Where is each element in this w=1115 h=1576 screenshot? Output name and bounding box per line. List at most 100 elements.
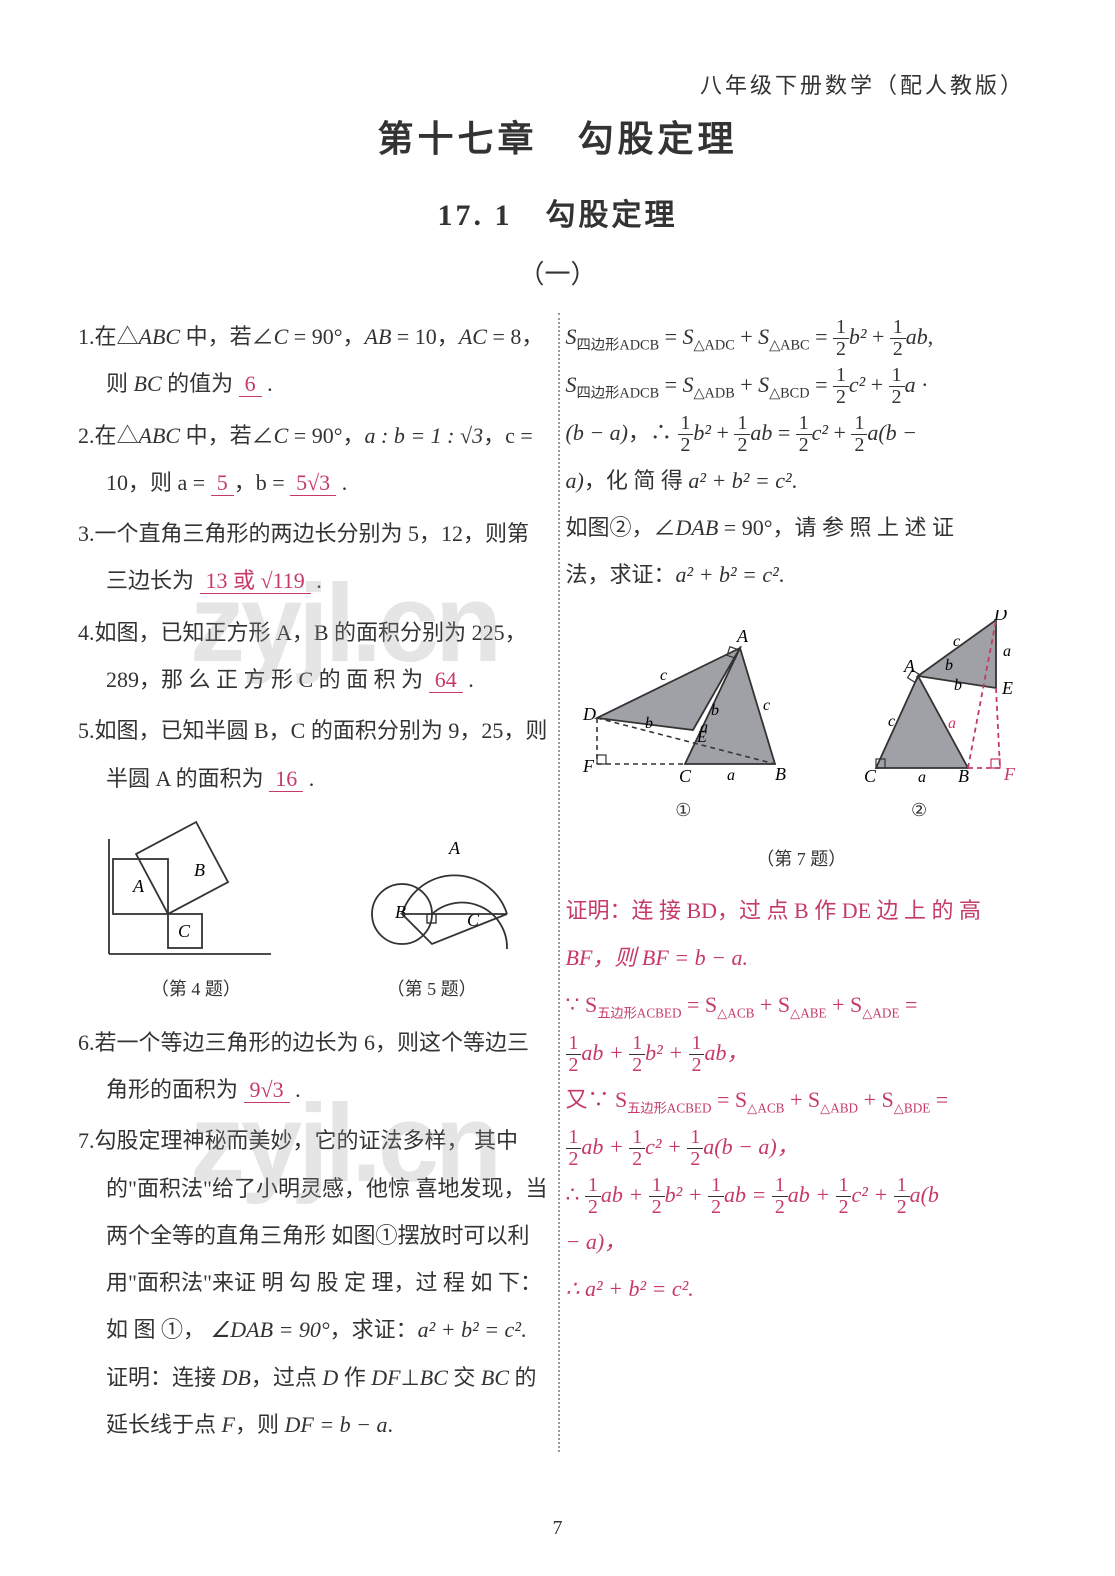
t: BF，则 BF = b − a. [566, 945, 748, 970]
t: ，∴ [628, 420, 678, 445]
t: 2 [890, 339, 906, 360]
t: AC [459, 324, 487, 349]
t: 1 [833, 366, 849, 387]
p5-answer: 16 [269, 766, 303, 792]
svg-text:C: C [178, 921, 191, 941]
t: 交 [448, 1365, 476, 1390]
t: 1 [796, 414, 812, 435]
t: 1 [889, 366, 905, 387]
t: BC [481, 1365, 509, 1390]
svg-text:b: b [954, 677, 962, 694]
svg-text:A: A [132, 876, 145, 896]
t: = [930, 1087, 948, 1112]
p2-answer2: 5√3 [290, 470, 336, 496]
t: 1 [566, 1128, 582, 1149]
svg-text:a: a [727, 767, 735, 784]
t: 1 [689, 1034, 705, 1055]
t: (b − [878, 420, 917, 445]
t: △ACB [747, 1100, 784, 1115]
t: S [683, 372, 694, 397]
t: 2 [689, 1055, 705, 1076]
svg-text:a: a [918, 769, 926, 785]
t: ABC [139, 423, 181, 448]
t: DB [222, 1365, 251, 1390]
t: ab + [581, 1040, 629, 1065]
fig7-sub2: ② [911, 791, 927, 830]
t: b² [849, 324, 867, 349]
t: 作 [338, 1365, 371, 1390]
pf-l2: BF，则 BF = b − a. [566, 934, 1038, 981]
t: ，过点 [251, 1365, 323, 1390]
t: 2 [889, 387, 905, 408]
t: + [735, 324, 758, 349]
t: 四边形ADCB [577, 386, 660, 402]
t: 1 [708, 1176, 724, 1197]
problem-2: 2.在△ABC 中，若∠C = 90°，a : b = 1 : √3，c = 1… [78, 412, 550, 507]
t: △ADB [694, 386, 735, 402]
svg-text:D: D [582, 704, 596, 724]
t: 2 [585, 1197, 601, 1218]
t: △ACB [717, 1006, 754, 1021]
t: c² + [645, 1134, 687, 1159]
t: . [336, 470, 347, 495]
t: + S [858, 1087, 894, 1112]
t: 2 [734, 435, 750, 456]
t: △ADC [694, 337, 735, 353]
problem-1: 1.在△ABC 中，若∠C = 90°，AB = 10，AC = 8，则 BC … [78, 313, 550, 408]
t: 2 [678, 435, 694, 456]
figure-caption-row: （第 4 题） （第 5 题） [78, 970, 550, 1009]
t: . [521, 1317, 527, 1342]
t: 法，求证： [566, 562, 676, 587]
t: + S [827, 992, 863, 1017]
t: 1 [585, 1176, 601, 1197]
svg-text:b: b [645, 715, 653, 732]
t: S [566, 324, 577, 349]
svg-text:C: C [864, 766, 877, 785]
svg-text:B: B [395, 902, 406, 922]
t: a [867, 420, 878, 445]
t: . [779, 562, 785, 587]
page-number: 7 [0, 1517, 1115, 1540]
section-title: 17. 1 勾股定理 [70, 190, 1045, 234]
fig5-caption: （第 5 题） [387, 970, 477, 1009]
chapter-title: 第十七章 勾股定理 [70, 110, 1045, 162]
t: ab [906, 324, 928, 349]
t: AB [365, 324, 392, 349]
right-column: S四边形ADCB = S△ADC + S△ABC = 12b² + 12ab, … [558, 313, 1046, 1452]
svg-text:F: F [582, 756, 595, 776]
t: a) [566, 468, 584, 493]
figure-5: A B C [327, 814, 527, 964]
fig7-sub1: ① [675, 791, 691, 830]
sub-title: （一） [70, 254, 1045, 291]
t: . [262, 371, 273, 396]
t: S [683, 324, 694, 349]
t: 在△ [95, 324, 139, 349]
t: BC [420, 1365, 448, 1390]
t: ∵ S [566, 992, 598, 1017]
t: 勾股定理神秘而美妙，它的证法多样， [95, 1128, 469, 1153]
p2-answer1: 5 [211, 470, 234, 496]
t: △BDE [894, 1100, 931, 1115]
t: △BCD [769, 386, 809, 402]
t: 1 [894, 1176, 910, 1197]
t: = 90°， [288, 423, 364, 448]
t: = S [682, 992, 718, 1017]
t: ∴ [566, 1182, 586, 1207]
figure-4: A B C [101, 814, 281, 964]
pf-l3: ∵ S五边形ACBED = S△ACB + S△ABE + S△ADE = [566, 981, 1038, 1028]
r4-line: a)，化 简 得 a² + b² = c². [566, 457, 1038, 504]
t: 四边形ADCB [577, 337, 660, 353]
t: √3 [460, 423, 483, 448]
t: ，b = [234, 470, 290, 495]
t: S [566, 372, 577, 397]
p1-answer: 6 [239, 371, 262, 397]
t: 1 [629, 1128, 645, 1149]
t: a² + b² = c² [688, 468, 791, 493]
r1-line: S四边形ADCB = S△ADC + S△ABC = 12b² + 12ab, [566, 313, 1038, 361]
t: 的值为 [162, 371, 239, 396]
svg-text:A: A [903, 656, 916, 676]
t: S [758, 372, 769, 397]
p6-answer: 9√3 [244, 1077, 290, 1103]
problem-3: 3.一个直角三角形的两边长分别为 5，12，则第三边长为 13 或 √119 . [78, 510, 550, 605]
t: 2 [566, 1149, 582, 1170]
